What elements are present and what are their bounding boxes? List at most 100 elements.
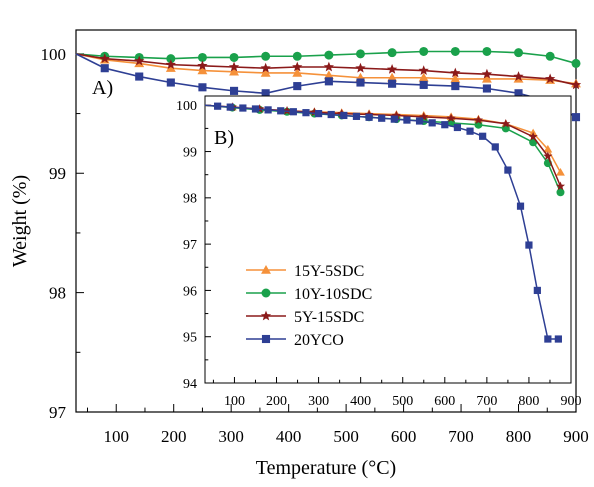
main-x-ticks: 100 200 300 400 500 600 700 800 900 (86, 404, 589, 446)
x-tick-label: 300 (308, 394, 329, 409)
x-tick-label: 800 (506, 427, 532, 446)
data-point (453, 123, 462, 132)
y-tick-label: 96 (183, 284, 197, 299)
main-panel-label: A) (92, 77, 113, 99)
data-point (419, 112, 429, 121)
main-plot: 100 200 300 400 500 600 700 800 900 97 98 99 100 A)… (9, 29, 589, 479)
y-tick-label: 98 (49, 284, 66, 303)
data-point (419, 80, 428, 89)
legend-marker (261, 334, 271, 344)
x-tick-label: 700 (476, 394, 497, 409)
data-point (450, 73, 461, 83)
legend: 15Y-5SDC 10Y-10SDC 5Y-15SDC 20YCO (246, 263, 372, 349)
data-point (504, 166, 512, 174)
x-tick-label: 900 (563, 427, 589, 446)
data-point (419, 46, 429, 56)
y-tick-label: 98 (183, 192, 197, 207)
data-point (340, 111, 348, 120)
legend-entry: 20YCO (246, 332, 344, 349)
data-point (289, 108, 297, 116)
data-point (323, 70, 334, 80)
data-point (555, 181, 566, 191)
data-point (135, 72, 144, 81)
data-point (571, 58, 581, 68)
data-point (418, 72, 429, 82)
data-point (165, 59, 176, 69)
inset-y-ticks: 94 95 96 97 98 99 100 (176, 99, 211, 392)
series-5y-15sdc (75, 53, 582, 90)
data-point (226, 103, 234, 111)
x-tick-label: 600 (434, 394, 455, 409)
inset-background (205, 96, 571, 383)
data-point (239, 104, 247, 112)
data-point (428, 119, 436, 127)
y-tick-label: 100 (41, 45, 67, 64)
data-point (264, 106, 272, 114)
data-point (556, 167, 565, 176)
data-point (545, 51, 555, 61)
data-point (378, 114, 386, 122)
data-point (324, 50, 334, 60)
data-point (386, 63, 398, 74)
data-point (391, 110, 401, 120)
data-point (450, 46, 460, 56)
data-point (355, 49, 365, 59)
data-point (260, 62, 271, 73)
x-tick-label: 100 (103, 427, 129, 446)
data-point (441, 121, 449, 129)
data-point (528, 131, 538, 141)
legend-label: 5Y-15SDC (294, 309, 364, 326)
data-point (543, 151, 553, 161)
data-point (99, 53, 110, 64)
data-point (446, 113, 456, 123)
data-point (100, 64, 109, 73)
data-point (302, 109, 310, 117)
inset-plot-frame (204, 95, 572, 384)
data-point (387, 48, 397, 58)
data-point (323, 61, 335, 72)
data-point (513, 71, 524, 81)
series-20yco (75, 53, 581, 122)
x-tick-label: 400 (350, 394, 371, 409)
data-point (229, 86, 239, 95)
data-point (473, 115, 484, 124)
data-point (255, 104, 265, 113)
data-point (525, 241, 533, 249)
main-y-ticks: 97 98 99 100 (41, 45, 84, 422)
x-tick-label: 200 (161, 427, 187, 446)
legend-entry: 10Y-10SDC (246, 286, 372, 303)
data-point (166, 78, 175, 87)
data-point (514, 48, 524, 58)
x-tick-label: 600 (391, 427, 417, 446)
legend-marker (260, 310, 272, 321)
y-tick-label: 97 (183, 238, 197, 253)
data-point (228, 61, 240, 72)
data-point (479, 132, 487, 140)
data-point (514, 89, 523, 98)
legend-entry: 5Y-15SDC (246, 309, 364, 326)
y-tick-label: 97 (49, 403, 67, 422)
data-point (482, 84, 491, 93)
data-point (356, 78, 365, 87)
data-point (482, 46, 492, 56)
data-point (277, 107, 285, 115)
data-point (556, 188, 565, 197)
x-tick-label: 800 (518, 394, 539, 409)
data-point (390, 115, 398, 123)
legend-label: 10Y-10SDC (294, 286, 372, 303)
data-point (197, 65, 208, 75)
y-tick-label: 100 (176, 99, 197, 114)
legend-label: 15Y-5SDC (294, 263, 364, 280)
data-point (544, 335, 552, 343)
data-point (251, 105, 260, 113)
data-point (198, 83, 207, 92)
data-point (415, 117, 424, 125)
main-series (75, 46, 582, 122)
inset-series (204, 102, 566, 343)
legend-marker (261, 265, 271, 274)
data-point (197, 52, 207, 62)
data-point (481, 73, 492, 83)
data-point (543, 144, 553, 153)
x-tick-label: 900 (561, 394, 582, 409)
